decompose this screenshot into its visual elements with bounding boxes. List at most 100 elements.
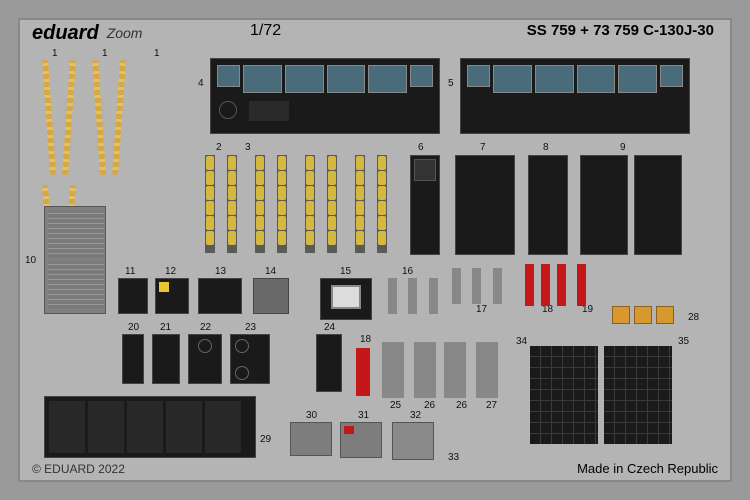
panel-32 [392,422,434,460]
part-num-15: 15 [340,266,351,277]
overhead-panel-9a [580,155,628,255]
harness-1 [38,60,80,180]
gauge-icon [219,101,237,119]
orange-panel-1 [612,306,630,324]
belt-strap [327,155,337,253]
main-instrument-panel-left [210,58,440,134]
part-num-7: 7 [480,142,486,153]
part-num-26b: 26 [456,400,467,411]
panel-22 [188,334,222,384]
panel-31 [340,422,382,458]
part-num-9: 9 [620,142,626,153]
belt-strap [227,155,237,253]
part-num-5: 5 [448,78,454,89]
part-num-22: 22 [200,322,211,333]
part-num-25: 25 [390,400,401,411]
header: eduard Zoom 1/72 SS 759 + 73 759 C-130J-… [20,18,730,48]
mfd-icon [285,65,324,93]
rbf-flag-4 [577,264,586,306]
strap [92,60,106,175]
mfd-icon [327,65,366,93]
part-num-20: 20 [128,322,139,333]
panel-20 [122,334,144,384]
rbf-flag-2 [541,264,550,306]
strip-27 [476,342,498,398]
panel-11 [118,278,148,314]
harness-2 [88,60,130,180]
panel-15 [320,278,372,320]
part-num-1c: 1 [154,48,160,59]
rbf-strip [356,348,370,396]
cargo-grate-34 [530,346,598,444]
part-num-11: 11 [125,266,135,277]
harness-group [38,60,183,190]
part-num-4: 4 [198,78,204,89]
part-num-12: 12 [165,266,176,277]
mfd-icon [577,65,616,93]
strip-group-16 [388,278,438,319]
part-num-35: 35 [678,336,689,347]
panel-13 [198,278,242,314]
panel-23 [230,334,270,384]
part-num-1a: 1 [52,48,58,59]
overhead-panel-8 [528,155,568,255]
rbf-flag-3 [557,264,566,306]
product-code: SS 759 + 73 759 C-130J-30 [527,22,714,39]
part-num-21: 21 [160,322,171,333]
scale-label: 1/72 [250,22,281,40]
part-num-34: 34 [516,336,527,347]
strip-26b [444,342,466,398]
strap [62,60,76,175]
mfd-icon [493,65,532,93]
belt-strap [377,155,387,253]
belt-strap [305,155,315,253]
sub-panel [249,101,289,121]
panel-12 [155,278,189,314]
part-num-10: 10 [25,255,36,266]
photoetch-fret: eduard Zoom 1/72 SS 759 + 73 759 C-130J-… [0,0,750,500]
seatbelt-pair-2 [255,155,295,258]
side-console-6 [410,155,440,255]
part-num-31: 31 [358,410,369,421]
mfd-icon [618,65,657,93]
part-num-18b: 18 [360,334,371,345]
strap [112,60,126,175]
strap [42,60,56,175]
part-num-30: 30 [306,410,317,421]
center-console-7 [455,155,515,255]
rbf-flag-1 [525,264,534,306]
part-num-6: 6 [418,142,424,153]
panel-14 [253,278,289,314]
panel-30 [290,422,332,456]
seatbelt-pair-1 [205,155,245,258]
orange-panel-2 [634,306,652,324]
cargo-grate-35 [604,346,672,444]
fret-inner: eduard Zoom 1/72 SS 759 + 73 759 C-130J-… [18,18,732,482]
mfd-icon [467,65,490,87]
mfd-icon [535,65,574,93]
main-instrument-panel-right [460,58,690,134]
part-num-16: 16 [402,266,413,277]
belt-strap [255,155,265,253]
part-num-29: 29 [260,434,271,445]
part-num-26: 26 [424,400,435,411]
part-num-2: 2 [216,142,222,153]
strip-group-17 [452,268,502,309]
mfd-icon [217,65,240,87]
zoom-label: Zoom [107,25,143,41]
cargo-floor-panel-10 [44,206,106,314]
part-num-13: 13 [215,266,226,277]
mfd-icon [368,65,407,93]
part-num-8: 8 [543,142,549,153]
brand-logo: eduard [32,22,99,45]
part-num-3: 3 [245,142,251,153]
strip-25 [382,342,404,398]
part-num-28: 28 [688,312,699,323]
part-num-32: 32 [410,410,421,421]
belt-strap [205,155,215,253]
made-in-text: Made in Czech Republic [577,461,718,476]
part-num-23: 23 [245,322,256,333]
seatbelt-pair-3 [305,155,345,258]
overhead-console-29 [44,396,256,458]
belt-strap [355,155,365,253]
